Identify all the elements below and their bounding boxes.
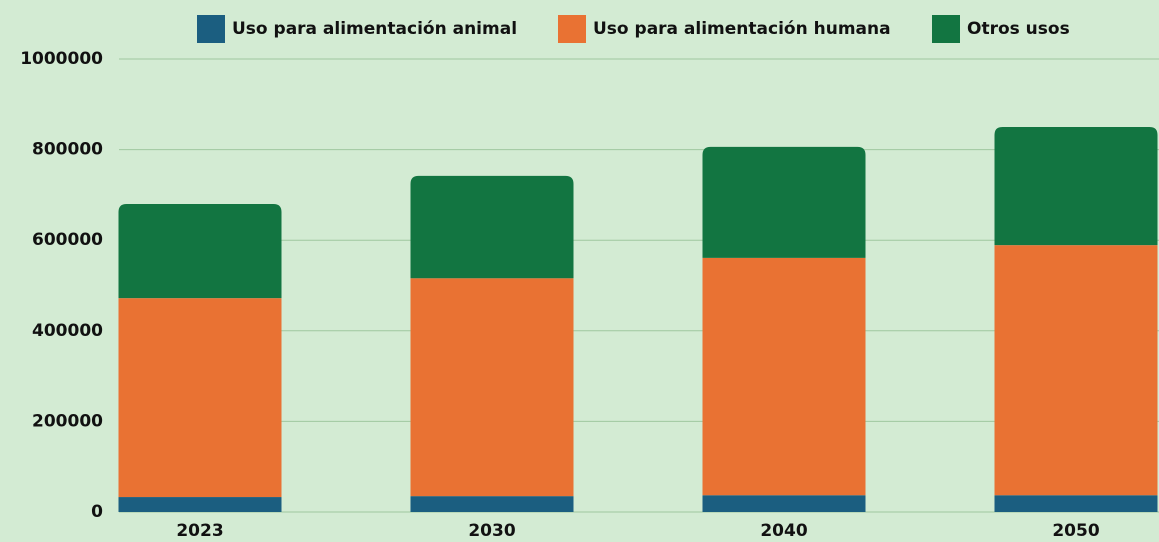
bar-segment bbox=[410, 496, 574, 512]
bar-segment bbox=[410, 278, 574, 497]
bar-segment bbox=[118, 298, 282, 498]
bar-segment bbox=[702, 495, 866, 512]
bar-segment bbox=[118, 203, 282, 299]
legend-swatch bbox=[197, 15, 225, 43]
y-tick-label: 400000 bbox=[32, 321, 103, 341]
y-tick-label: 1000000 bbox=[20, 49, 103, 69]
legend-label: Uso para alimentación humana bbox=[593, 19, 891, 39]
bar-segment bbox=[994, 126, 1158, 246]
x-tick-label: 2040 bbox=[760, 521, 807, 541]
legend-label: Otros usos bbox=[967, 19, 1070, 39]
legend-label: Uso para alimentación animal bbox=[232, 19, 517, 39]
x-tick-label: 2023 bbox=[176, 521, 223, 541]
bar-segment bbox=[702, 257, 866, 496]
x-tick-label: 2050 bbox=[1052, 521, 1099, 541]
y-tick-label: 600000 bbox=[32, 230, 103, 250]
bar-segment bbox=[994, 245, 1158, 496]
y-tick-label: 200000 bbox=[32, 411, 103, 431]
y-tick-label: 0 bbox=[91, 502, 103, 522]
legend-swatch bbox=[932, 15, 960, 43]
bar-segment bbox=[410, 175, 574, 279]
legend-swatch bbox=[558, 15, 586, 43]
y-tick-label: 800000 bbox=[32, 140, 103, 160]
bar-segment bbox=[118, 497, 282, 512]
x-tick-label: 2030 bbox=[468, 521, 515, 541]
bar-segment bbox=[702, 146, 866, 258]
bar-segment bbox=[994, 495, 1158, 512]
